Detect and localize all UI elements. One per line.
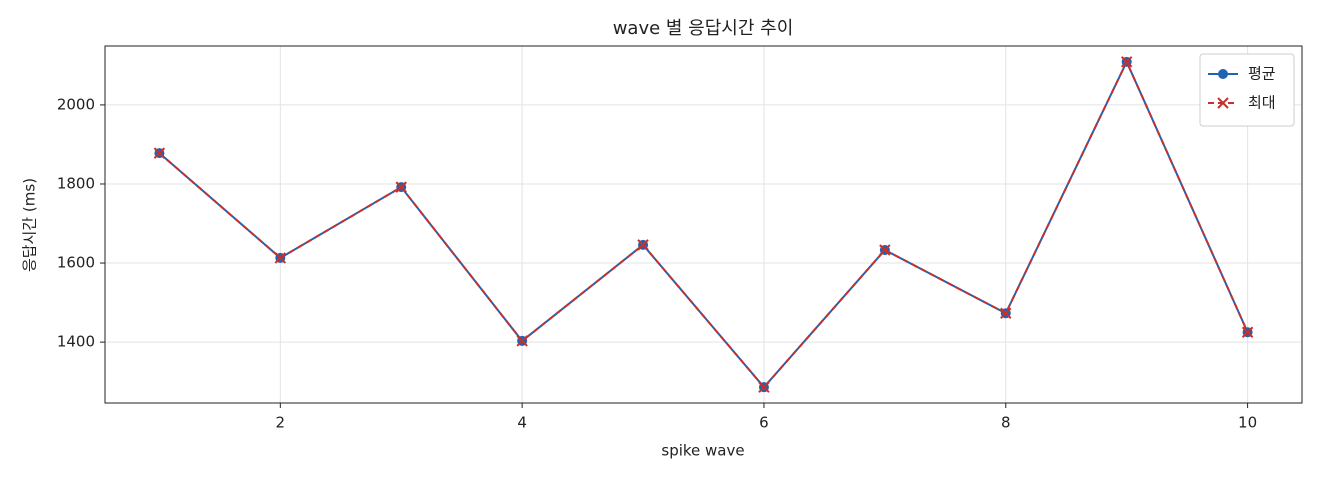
y-tick-label: 2000: [57, 95, 95, 113]
data-point: [879, 244, 891, 256]
y-tick-label: 1600: [57, 254, 95, 272]
data-point: [1241, 326, 1254, 338]
data-point: [1120, 56, 1133, 68]
x-tick-label: 4: [517, 414, 527, 432]
x-axis-label: spike wave: [661, 442, 744, 460]
legend-marker: [1217, 97, 1229, 109]
data-point: [758, 381, 770, 393]
data-point: [637, 239, 649, 251]
y-tick-label: 1800: [57, 174, 95, 192]
data-point: [153, 147, 166, 159]
legend-label: 최대: [1248, 94, 1276, 112]
data-point: [516, 335, 528, 347]
legend-marker: [1218, 69, 1228, 79]
chart-title: wave 별 응답시간 추이: [613, 18, 794, 39]
data-point: [274, 252, 287, 264]
x-tick-label: 2: [276, 414, 286, 432]
x-tick-label: 8: [1001, 414, 1011, 432]
data-point: [1000, 307, 1012, 319]
y-tick-label: 1400: [57, 333, 95, 351]
x-tick-label: 6: [759, 414, 769, 432]
legend-label: 평균: [1248, 65, 1276, 83]
y-axis-label: 응답시간 (ms): [21, 178, 39, 272]
legend-box: [1199, 53, 1295, 127]
series-line: [158, 59, 1249, 389]
plot-frame: [104, 45, 1303, 404]
x-tick-label: 10: [1238, 414, 1257, 432]
data-point: [395, 181, 407, 193]
series-line: [158, 59, 1249, 389]
